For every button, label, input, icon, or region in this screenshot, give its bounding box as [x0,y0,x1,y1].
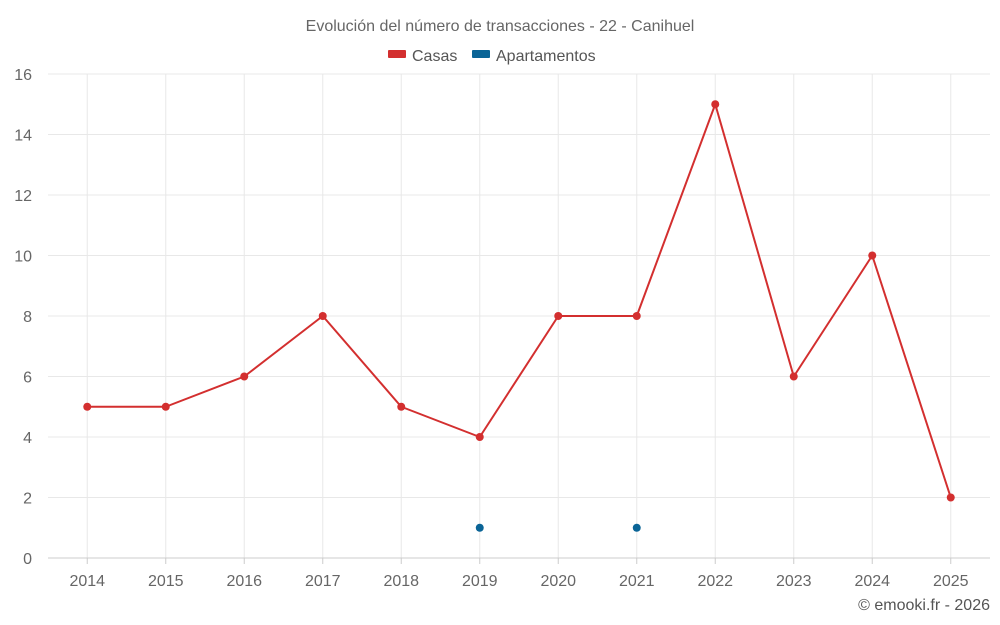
x-tick-label: 2023 [776,573,812,590]
x-tick-label: 2020 [540,573,576,590]
y-tick-label: 8 [23,309,32,326]
legend-swatch-apartamentos [472,50,490,58]
data-point-casas[interactable] [161,402,170,411]
series-apartamentos [475,523,641,532]
legend-item-apartamentos[interactable]: Apartamentos [472,48,596,65]
x-tick-label: 2021 [619,573,655,590]
series [83,100,955,532]
legend-swatch-casas [388,50,406,58]
legend-label-casas: Casas [412,48,457,65]
x-tick-label: 2022 [697,573,733,590]
data-point-casas[interactable] [318,312,327,320]
x-tick-label: 2019 [462,573,498,590]
y-tick-label: 14 [14,128,32,145]
credit-text: © emooki.fr - 2026 [858,597,990,614]
x-tick-label: 2018 [383,573,419,590]
data-point-apartamentos[interactable] [632,523,641,532]
series-casas [83,100,955,502]
data-point-casas[interactable] [397,402,406,411]
legend: Casas Apartamentos [388,48,596,65]
y-tick-label: 4 [23,430,32,447]
data-point-casas[interactable] [554,312,563,320]
data-point-casas[interactable] [789,372,798,381]
legend-label-apartamentos: Apartamentos [496,48,596,65]
legend-item-casas[interactable]: Casas [388,48,457,65]
x-tick-label: 2024 [854,573,890,590]
y-tick-label: 10 [14,249,32,266]
data-point-casas[interactable] [711,100,720,109]
y-tick-label: 0 [23,551,32,568]
x-tick-label: 2014 [69,573,105,590]
y-tick-label: 2 [23,491,32,508]
y-tick-label: 6 [23,370,32,387]
x-tick-label: 2017 [305,573,341,590]
data-point-casas[interactable] [240,372,249,381]
data-point-casas[interactable] [475,433,484,441]
grid [48,73,990,558]
x-tick-label: 2025 [933,573,969,590]
data-point-casas[interactable] [868,251,877,260]
data-point-casas[interactable] [83,402,92,411]
chart-title: Evolución del número de transacciones - … [306,18,695,35]
axes: 0 2 4 6 8 10 12 14 16 2014 2015 2016 2017 2018 2019 202… [14,67,990,590]
data-point-apartamentos[interactable] [475,523,484,532]
y-tick-label: 12 [14,188,32,205]
data-point-casas[interactable] [946,493,955,502]
series-line-casas [87,103,952,498]
x-tick-label: 2015 [148,573,184,590]
data-point-casas[interactable] [632,312,641,320]
x-tick-label: 2016 [226,573,262,590]
y-tick-label: 16 [14,67,32,84]
